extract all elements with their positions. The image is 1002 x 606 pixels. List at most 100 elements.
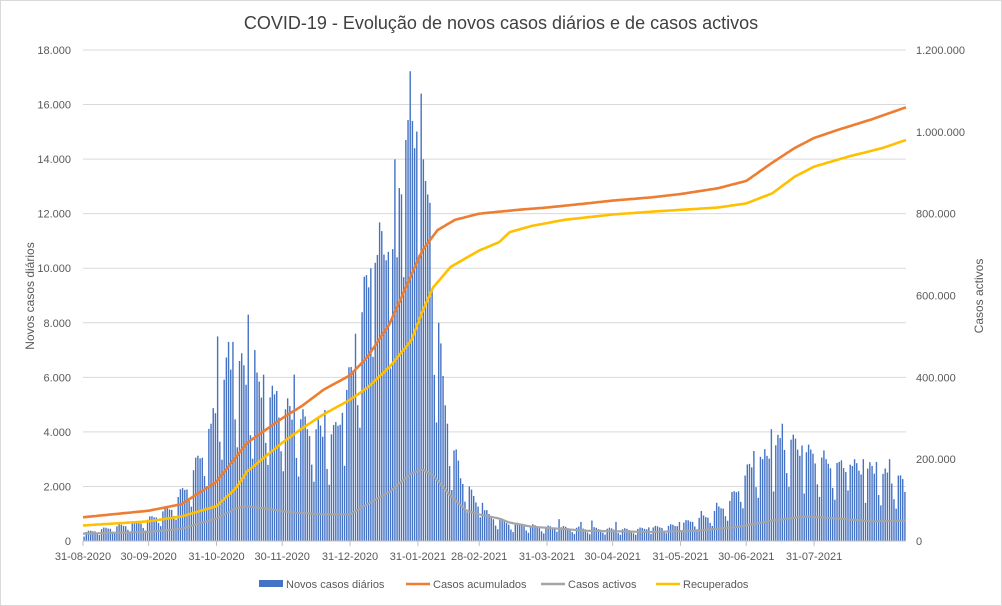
new-cases-bar — [295, 457, 298, 541]
left-tick-label: 18.000 — [37, 45, 71, 57]
recovered-line — [82, 138, 907, 527]
right-tick-label: 1.200.000 — [916, 45, 965, 57]
new-cases-bar — [648, 527, 650, 541]
new-cases-bar — [532, 524, 534, 541]
new-cases-bar — [575, 527, 578, 541]
new-cases-bar — [783, 449, 786, 541]
new-cases-bar — [166, 507, 168, 541]
chart-title: COVID-19 - Evolução de novos casos diári… — [244, 13, 758, 33]
new-cases-bar — [731, 491, 733, 541]
new-cases-bar — [838, 461, 840, 541]
new-cases-bar — [637, 528, 639, 541]
new-cases-bar — [525, 530, 527, 541]
new-cases-bar — [326, 468, 328, 541]
new-cases-bar — [293, 374, 295, 541]
new-cases-bar — [786, 473, 788, 541]
new-cases-bar — [429, 202, 431, 541]
new-cases-bar — [107, 528, 109, 541]
new-cases-bar — [891, 483, 893, 541]
new-cases-bar — [494, 525, 497, 541]
new-cases-bar — [840, 460, 843, 541]
new-cases-bar — [365, 275, 368, 541]
new-cases-bar — [823, 450, 825, 541]
new-cases-bar — [562, 526, 565, 541]
new-cases-bar — [501, 518, 503, 541]
new-cases-bar — [205, 486, 208, 541]
new-cases-bar — [168, 509, 171, 541]
new-cases-bar — [573, 534, 576, 541]
new-cases-bar — [792, 434, 794, 541]
new-cases-bar — [626, 528, 628, 541]
legend: Novos casos diários Casos acumulados Casos… — [259, 579, 749, 591]
new-cases-bar — [418, 255, 420, 541]
new-cases-bar — [650, 533, 652, 541]
new-cases-bar — [317, 419, 319, 541]
new-cases-bar — [606, 528, 608, 541]
new-cases-bar — [715, 502, 718, 541]
new-cases-bar — [667, 525, 670, 541]
new-cases-bar — [477, 506, 479, 541]
new-cases-bar — [888, 459, 891, 541]
new-cases-bar — [181, 488, 184, 541]
new-cases-bar — [858, 470, 860, 541]
new-cases-bar — [580, 521, 582, 541]
new-cases-bar — [884, 468, 886, 541]
new-cases-bar — [672, 524, 674, 541]
new-cases-bar — [424, 180, 427, 541]
new-cases-bar — [289, 405, 291, 541]
new-cases-bar — [398, 188, 400, 541]
x-tick-label: 30-04-2021 — [585, 551, 641, 563]
new-cases-bar — [510, 529, 512, 541]
new-cases-bar — [212, 408, 214, 541]
new-cases-bar — [433, 374, 436, 541]
new-cases-bar — [473, 495, 475, 541]
x-tick-label: 31-03-2021 — [519, 551, 575, 563]
new-cases-bar — [527, 532, 530, 541]
new-cases-bar — [821, 457, 823, 541]
new-cases-bar — [481, 502, 484, 541]
new-cases-bar — [462, 483, 464, 541]
new-cases-bar — [260, 397, 263, 541]
y-axis-left-title: Novos casos diários — [23, 242, 37, 349]
new-cases-bar — [240, 353, 243, 541]
new-cases-bar — [278, 417, 280, 541]
new-cases-bar — [459, 478, 462, 541]
new-cases-bar — [759, 456, 762, 541]
new-cases-bar — [201, 457, 203, 541]
new-cases-bar — [251, 458, 254, 541]
new-cases-bar — [768, 458, 770, 541]
new-cases-bar — [753, 450, 755, 541]
x-tick-label: 30-06-2021 — [718, 551, 774, 563]
new-cases-bar — [247, 314, 249, 541]
new-cases-bar — [400, 194, 403, 542]
new-cases-bar — [560, 527, 562, 541]
new-cases-bar — [100, 529, 103, 541]
new-cases-bar — [346, 389, 348, 541]
active-cases-line — [83, 468, 907, 535]
new-cases-bar — [254, 350, 256, 541]
new-cases-bar — [177, 496, 179, 541]
new-cases-bar — [133, 521, 136, 541]
new-cases-bar — [571, 532, 573, 541]
new-cases-bar — [497, 529, 499, 541]
new-cases-bar — [361, 312, 363, 541]
new-cases-bar — [656, 526, 659, 541]
right-tick-label: 0 — [916, 536, 922, 548]
new-cases-bar — [492, 519, 495, 541]
new-cases-bar — [665, 533, 668, 541]
new-cases-bar — [766, 455, 768, 541]
new-cases-bar — [170, 509, 173, 541]
new-cases-bar — [219, 441, 221, 541]
left-tick-label: 4.000 — [43, 427, 71, 439]
new-cases-bar — [564, 526, 567, 541]
new-cases-bar — [847, 490, 849, 541]
new-cases-bar — [735, 492, 738, 541]
gridlines — [83, 49, 906, 487]
right-tick-label: 200.000 — [916, 454, 956, 466]
new-cases-bar — [597, 529, 600, 541]
new-cases-bar — [269, 397, 271, 541]
new-cases-bar — [654, 525, 657, 541]
new-cases-bar — [155, 517, 158, 541]
new-cases-bar — [897, 475, 900, 541]
new-cases-bar — [604, 534, 606, 541]
